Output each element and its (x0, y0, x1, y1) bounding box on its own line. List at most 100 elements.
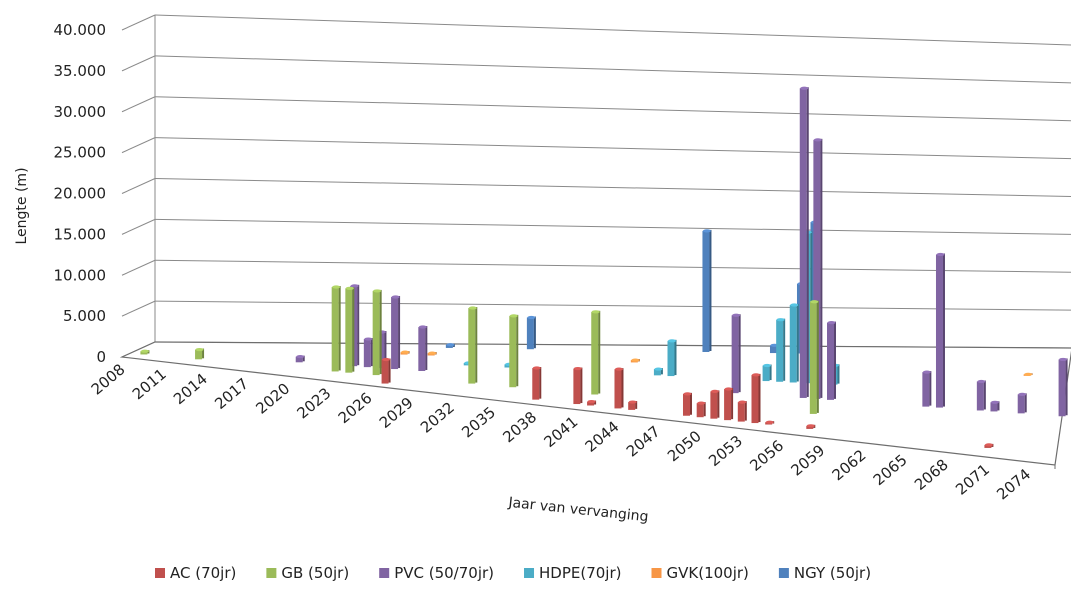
bar-top (984, 443, 993, 447)
bar-side (352, 287, 355, 372)
bar-side (731, 387, 734, 420)
bar (445, 343, 455, 348)
bar-face (976, 381, 984, 411)
x-tick-label: 2062 (829, 446, 870, 484)
y-axis-ticks: 0 5.000 10.000 15.000 20.000 25.000 30.000 35.0… (54, 21, 107, 366)
bar (532, 366, 542, 400)
bar (400, 350, 410, 355)
bar-top (587, 399, 596, 404)
bar-side (660, 368, 663, 375)
gridline-depth (121, 55, 156, 72)
bar (418, 325, 428, 371)
legend-swatch (379, 568, 390, 578)
bar-side (475, 307, 478, 383)
bar-top (364, 337, 373, 341)
x-tick-label: 2008 (88, 360, 129, 398)
gridline (154, 178, 1071, 197)
bar (737, 400, 747, 422)
gridline-depth (121, 178, 156, 194)
bar-side (580, 367, 583, 404)
legend-swatch (651, 568, 662, 578)
bar (372, 289, 382, 376)
bar-side (533, 316, 536, 349)
gridline-depth (121, 14, 156, 31)
bar (731, 313, 741, 394)
bar-side (425, 326, 428, 370)
bar-top (418, 325, 427, 329)
bar (765, 420, 775, 425)
bar-top (573, 366, 582, 371)
bar-top (428, 351, 437, 355)
legend-label: GVK(100jr) (667, 564, 749, 582)
bar-top (683, 392, 692, 396)
bar (381, 357, 391, 384)
bar-top (401, 350, 410, 354)
bar-top (1024, 372, 1033, 376)
bar-top (296, 355, 305, 359)
bar-face (762, 365, 770, 382)
bar (391, 295, 401, 370)
bar-face (372, 290, 380, 376)
bar (827, 321, 836, 400)
bar-side (796, 303, 799, 382)
bar-top (654, 367, 663, 371)
x-tick-label: 2053 (705, 432, 746, 470)
y-tick-label: 10.000 (54, 266, 107, 284)
bar-face (418, 327, 426, 371)
x-tick-label: 2020 (252, 379, 293, 417)
bar-face (922, 372, 930, 407)
bar (990, 400, 1000, 412)
bar-side (594, 400, 597, 405)
bar-face (724, 388, 732, 421)
bar-side (388, 358, 391, 383)
bar-face (696, 403, 704, 418)
gridline (154, 14, 1071, 46)
bar-face (667, 340, 675, 377)
bar-top (922, 370, 931, 374)
bar-face (935, 254, 943, 408)
gridline (154, 300, 1071, 311)
bar (789, 303, 799, 383)
x-tick-label: 2068 (911, 456, 952, 494)
bar-top (532, 366, 541, 370)
x-tick-label: 2026 (335, 389, 376, 427)
bar (591, 310, 601, 395)
legend-swatch (524, 568, 535, 578)
bar-top (810, 300, 819, 304)
bar-side (929, 371, 932, 406)
bar-face (468, 308, 476, 384)
bar-layer (140, 86, 1068, 448)
bar (724, 387, 734, 421)
bar-side (703, 402, 706, 417)
bar (922, 370, 932, 407)
bar-top (350, 284, 359, 288)
bar-top (806, 424, 815, 428)
bar (702, 229, 712, 352)
gridline (154, 259, 1071, 273)
bar (630, 358, 640, 363)
bar-top (527, 315, 536, 320)
bar-top (977, 379, 986, 384)
bar-side (997, 401, 1000, 411)
x-tick-label: 2029 (376, 394, 417, 432)
bar (1017, 392, 1027, 414)
x-tick-label: 2023 (294, 384, 335, 422)
bar (363, 337, 373, 368)
bar (427, 351, 437, 356)
bar-face (789, 304, 797, 383)
legend-item: NGY (50jr) (778, 564, 871, 582)
bar (799, 86, 809, 398)
bar-face (653, 369, 661, 376)
gridline (154, 96, 1071, 122)
bar-side (1024, 393, 1027, 413)
bar (526, 315, 536, 350)
bar-top (668, 339, 676, 343)
bar-face (381, 359, 389, 384)
bar (776, 318, 786, 382)
gridline-depth (121, 96, 156, 113)
bar-face (504, 364, 512, 368)
bar-side (738, 314, 741, 393)
x-tick-label: 2044 (582, 417, 623, 455)
bar-top (631, 358, 640, 362)
